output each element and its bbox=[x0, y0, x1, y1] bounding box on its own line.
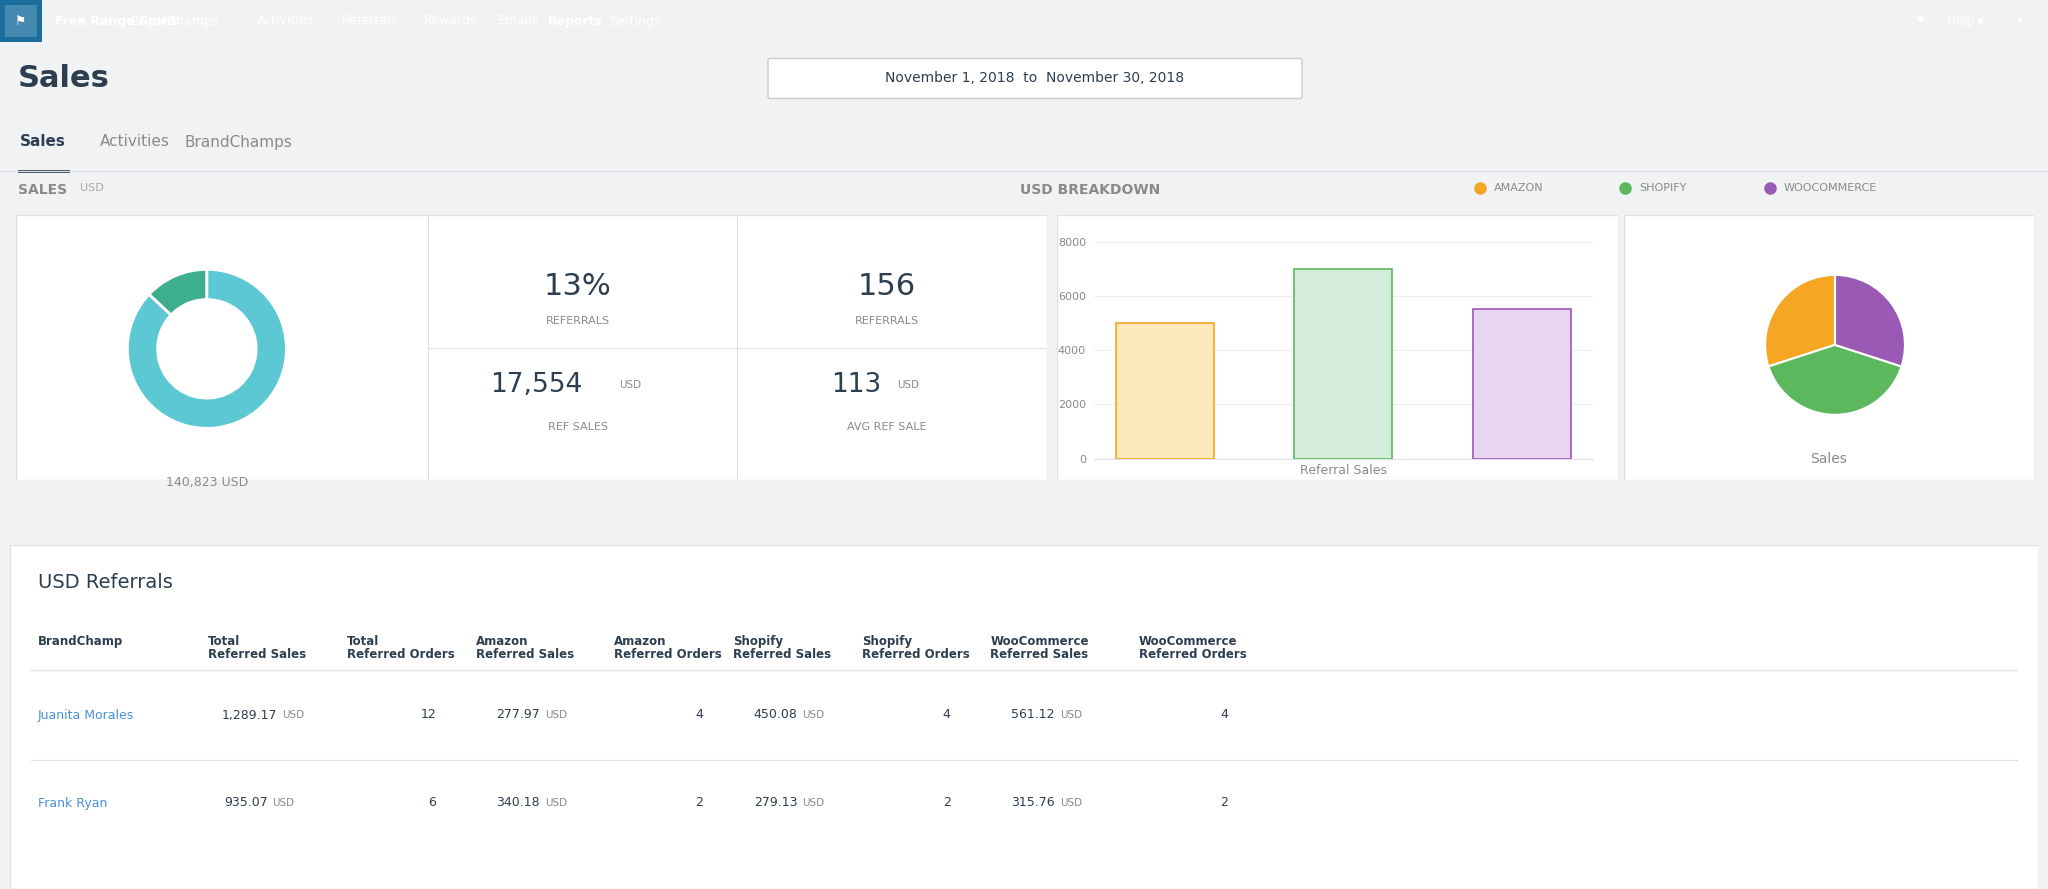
Text: 277.97: 277.97 bbox=[496, 709, 541, 722]
Text: 17,554: 17,554 bbox=[489, 372, 584, 397]
Text: Shopify: Shopify bbox=[733, 635, 782, 648]
Text: Activities: Activities bbox=[256, 14, 313, 28]
FancyBboxPatch shape bbox=[1624, 215, 2034, 480]
Text: USD Referrals: USD Referrals bbox=[39, 573, 172, 592]
FancyBboxPatch shape bbox=[768, 59, 1303, 99]
Text: SHOPIFY: SHOPIFY bbox=[1638, 183, 1686, 193]
Text: 1,289.17: 1,289.17 bbox=[221, 709, 279, 722]
Text: Referred Sales: Referred Sales bbox=[733, 648, 831, 661]
Text: Sales: Sales bbox=[18, 64, 111, 93]
Text: 6: 6 bbox=[428, 797, 436, 810]
Text: Help ▾: Help ▾ bbox=[1948, 14, 1982, 28]
FancyBboxPatch shape bbox=[10, 545, 2038, 889]
Bar bbox=[0, 0, 43, 42]
Text: AVG REF SALE: AVG REF SALE bbox=[848, 422, 926, 432]
Text: SALES: SALES bbox=[18, 183, 68, 197]
Text: Reports: Reports bbox=[547, 14, 602, 28]
Text: 935.07: 935.07 bbox=[223, 797, 268, 810]
Text: USD: USD bbox=[1059, 710, 1081, 720]
Text: 2: 2 bbox=[1221, 797, 1229, 810]
Text: Rewards: Rewards bbox=[424, 14, 477, 28]
Text: 315.76: 315.76 bbox=[1012, 797, 1055, 810]
Text: USD: USD bbox=[897, 380, 920, 389]
Text: Total: Total bbox=[209, 635, 240, 648]
Text: Referred Sales: Referred Sales bbox=[475, 648, 573, 661]
Text: Total: Total bbox=[346, 635, 379, 648]
Text: 2: 2 bbox=[942, 797, 950, 810]
Text: 450.08: 450.08 bbox=[754, 709, 797, 722]
Text: 2: 2 bbox=[696, 797, 702, 810]
Text: Settings: Settings bbox=[610, 14, 662, 28]
Text: USD: USD bbox=[272, 798, 295, 808]
Text: ▾: ▾ bbox=[2017, 16, 2023, 26]
Text: USD: USD bbox=[80, 183, 104, 193]
Text: USD: USD bbox=[545, 798, 567, 808]
Text: Referred Sales: Referred Sales bbox=[209, 648, 307, 661]
Text: 4: 4 bbox=[696, 709, 702, 722]
Text: USD: USD bbox=[283, 710, 305, 720]
Text: USD BREAKDOWN: USD BREAKDOWN bbox=[1020, 183, 1161, 197]
Text: WooCommerce: WooCommerce bbox=[1139, 635, 1237, 648]
Text: USD: USD bbox=[803, 710, 825, 720]
Wedge shape bbox=[1835, 275, 1905, 366]
Text: Referred Orders: Referred Orders bbox=[862, 648, 969, 661]
Text: ⚑: ⚑ bbox=[16, 14, 27, 28]
Text: Amazon: Amazon bbox=[475, 635, 528, 648]
Text: AMAZON: AMAZON bbox=[1493, 183, 1544, 193]
Text: USD: USD bbox=[618, 380, 641, 389]
Text: Referred Orders: Referred Orders bbox=[614, 648, 721, 661]
Text: Free Range Spirit: Free Range Spirit bbox=[55, 14, 176, 28]
Wedge shape bbox=[1765, 275, 1835, 366]
Text: 113: 113 bbox=[831, 372, 881, 397]
Text: Sales: Sales bbox=[20, 134, 66, 149]
FancyBboxPatch shape bbox=[1057, 215, 1618, 480]
Wedge shape bbox=[150, 269, 207, 315]
Wedge shape bbox=[127, 269, 287, 428]
Text: Referred Sales: Referred Sales bbox=[991, 648, 1087, 661]
Text: Emails: Emails bbox=[498, 14, 539, 28]
Bar bbox=[1473, 309, 1571, 459]
Text: Sales: Sales bbox=[1810, 452, 1847, 466]
Text: 12: 12 bbox=[420, 709, 436, 722]
Text: REF SALES: REF SALES bbox=[547, 422, 608, 432]
Text: BrandChamps: BrandChamps bbox=[184, 134, 293, 149]
Wedge shape bbox=[1769, 345, 1901, 415]
Text: REFERRALS: REFERRALS bbox=[854, 316, 920, 326]
Text: Referred Orders: Referred Orders bbox=[346, 648, 455, 661]
Text: 4: 4 bbox=[942, 709, 950, 722]
Text: 4: 4 bbox=[1221, 709, 1229, 722]
Text: ✦: ✦ bbox=[1915, 14, 1925, 28]
Text: Referrals: Referrals bbox=[342, 14, 397, 28]
Bar bbox=[1116, 323, 1214, 459]
Text: 340.18: 340.18 bbox=[496, 797, 541, 810]
Text: USD: USD bbox=[803, 798, 825, 808]
Text: Frank Ryan: Frank Ryan bbox=[39, 797, 106, 810]
Text: BrandChamps: BrandChamps bbox=[131, 14, 219, 28]
Bar bbox=[4, 5, 37, 37]
Text: 140,823 USD: 140,823 USD bbox=[166, 476, 248, 489]
Text: WOOCOMMERCE: WOOCOMMERCE bbox=[1784, 183, 1878, 193]
Text: BrandChamp: BrandChamp bbox=[39, 635, 123, 648]
Text: Activities: Activities bbox=[100, 134, 170, 149]
Bar bbox=[1294, 268, 1393, 459]
Text: 561.12: 561.12 bbox=[1012, 709, 1055, 722]
Text: Shopify: Shopify bbox=[862, 635, 911, 648]
Text: USD: USD bbox=[545, 710, 567, 720]
Text: Amazon: Amazon bbox=[614, 635, 668, 648]
Text: 279.13: 279.13 bbox=[754, 797, 797, 810]
X-axis label: Referral Sales: Referral Sales bbox=[1300, 464, 1386, 477]
Text: WooCommerce: WooCommerce bbox=[991, 635, 1090, 648]
Text: REFERRALS: REFERRALS bbox=[545, 316, 610, 326]
Text: Referred Orders: Referred Orders bbox=[1139, 648, 1247, 661]
Text: Juanita Morales: Juanita Morales bbox=[39, 709, 135, 722]
Text: November 1, 2018  to  November 30, 2018: November 1, 2018 to November 30, 2018 bbox=[885, 71, 1184, 85]
Bar bbox=[18, 170, 70, 173]
Text: 13%: 13% bbox=[545, 272, 612, 301]
Text: 156: 156 bbox=[858, 272, 915, 301]
FancyBboxPatch shape bbox=[16, 215, 1047, 480]
Text: USD: USD bbox=[1059, 798, 1081, 808]
